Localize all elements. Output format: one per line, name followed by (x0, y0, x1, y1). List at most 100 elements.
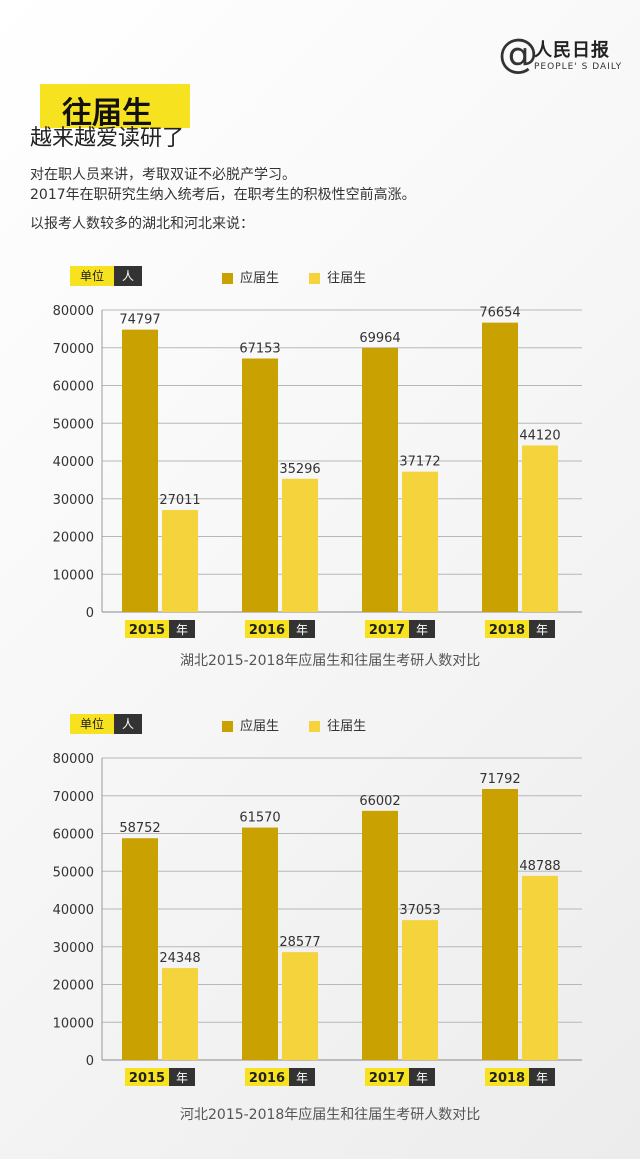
x-tick-label: 2017 (369, 1071, 405, 1086)
bar-prior-2017 (402, 920, 438, 1060)
unit-label-value: 人 (114, 266, 142, 286)
bar-prior-2018 (522, 445, 558, 612)
bar-fresh-2018 (482, 322, 518, 612)
x-tick-suffix: 年 (536, 623, 548, 637)
legend-label-prior: 往届生 (327, 271, 367, 286)
x-tick-badge (485, 1068, 529, 1086)
data-label: 28577 (279, 935, 320, 950)
bar-prior-2016 (282, 478, 318, 612)
legend-label-fresh: 应届生 (240, 271, 280, 286)
logo-at-symbol: @ (498, 31, 538, 77)
x-tick-suffix-badge (169, 620, 195, 638)
data-label: 37053 (399, 903, 440, 918)
y-tick-label: 0 (86, 1054, 94, 1069)
y-tick-label: 50000 (53, 417, 94, 432)
chart-plot: 0 10000 20000 30000 40000 50000 60000 70000 8000… (53, 752, 582, 1086)
x-tick-label: 2018 (489, 623, 525, 638)
data-label: 61570 (239, 811, 280, 826)
data-label: 74797 (119, 313, 160, 328)
x-tick-badge (125, 1068, 169, 1086)
y-tick-label: 30000 (53, 493, 94, 508)
bar-fresh-2015 (122, 329, 158, 612)
x-tick-suffix-badge (289, 620, 315, 638)
y-tick-label: 30000 (53, 941, 94, 956)
x-tick-suffix: 年 (416, 1071, 428, 1085)
legend-swatch-fresh (222, 721, 233, 732)
legend-swatch-fresh (222, 273, 233, 284)
chart-hubei: 单位 人 应届生 往届生 0 10000 20000 30000 40000 50000 6… (0, 262, 640, 682)
unit-label-text: 单位 (70, 714, 114, 734)
x-tick-suffix-badge (289, 1068, 315, 1086)
x-tick-badge (245, 1068, 289, 1086)
legend-label-fresh: 应届生 (240, 719, 280, 734)
title-badge: 往届生 (40, 84, 190, 131)
intro-line-1: 对在职人员来讲，考取双证不必脱产学习。 (30, 167, 296, 183)
bar-prior-2015 (162, 510, 198, 612)
y-tick-label: 10000 (53, 1016, 94, 1031)
bar-fresh-2017 (362, 810, 398, 1060)
x-tick-suffix: 年 (536, 1071, 548, 1085)
page-title: 往届生 (62, 96, 152, 131)
x-tick-label: 2017 (369, 623, 405, 638)
x-tick-suffix-badge (529, 1068, 555, 1086)
y-tick-label: 20000 (53, 531, 94, 546)
data-label: 24348 (159, 951, 200, 966)
x-tick-badge (485, 620, 529, 638)
y-tick-label: 10000 (53, 568, 94, 583)
x-tick-label: 2016 (249, 1071, 285, 1086)
y-tick-label: 20000 (53, 979, 94, 994)
data-label: 67153 (239, 341, 280, 356)
unit-label-text: 单位 (70, 266, 114, 286)
legend: 应届生 往届生 (222, 715, 392, 734)
page-subtitle: 越来越爱读研了 (30, 126, 185, 151)
y-tick-label: 40000 (53, 455, 94, 470)
bar-prior-2017 (402, 471, 438, 612)
y-tick-label: 60000 (53, 380, 94, 395)
data-label: 35296 (279, 462, 320, 477)
bar-fresh-2017 (362, 347, 398, 612)
logo-name-cn: 人民日报 (534, 40, 610, 61)
bar-prior-2015 (162, 968, 198, 1060)
x-tick-label: 2015 (129, 623, 165, 638)
chart-title: 湖北2015-2018年应届生和往届生考研人数对比 (180, 653, 481, 669)
logo-name-en: PEOPLE' S DAILY (534, 62, 623, 72)
x-tick-suffix-badge (169, 1068, 195, 1086)
bar-fresh-2015 (122, 838, 158, 1060)
y-tick-label: 50000 (53, 865, 94, 880)
bar-fresh-2016 (242, 358, 278, 612)
bar-fresh-2018 (482, 788, 518, 1060)
x-tick-suffix-badge (529, 620, 555, 638)
x-tick-suffix-badge (409, 620, 435, 638)
x-tick-badge (125, 620, 169, 638)
x-tick-suffix: 年 (296, 1071, 308, 1085)
data-label: 48788 (519, 859, 560, 874)
y-tick-label: 80000 (53, 304, 94, 319)
x-tick-suffix: 年 (176, 1071, 188, 1085)
data-label: 27011 (159, 493, 200, 508)
x-tick-label: 2018 (489, 1071, 525, 1086)
data-label: 71792 (479, 772, 520, 787)
y-tick-label: 60000 (53, 828, 94, 843)
legend-swatch-prior (309, 273, 321, 284)
x-tick-label: 2015 (129, 1071, 165, 1086)
y-tick-label: 70000 (53, 790, 94, 805)
y-tick-label: 70000 (53, 342, 94, 357)
x-tick-suffix: 年 (176, 623, 188, 637)
data-label: 76654 (479, 306, 520, 321)
data-label: 69964 (359, 331, 400, 346)
x-tick-label: 2016 (249, 623, 285, 638)
y-tick-label: 0 (86, 606, 94, 621)
x-tick-badge (365, 620, 409, 638)
legend-item-prior: 往届生 (309, 267, 366, 286)
data-label: 66002 (359, 794, 400, 809)
bar-prior-2016 (282, 952, 318, 1060)
chart-title: 河北2015-2018年应届生和往届生考研人数对比 (180, 1107, 481, 1123)
chart-plot: 0 10000 20000 30000 40000 50000 60000 70000 8000… (53, 304, 582, 638)
logo: @ 人民日报 PEOPLE' S DAILY (498, 32, 628, 82)
y-tick-label: 40000 (53, 903, 94, 918)
chart-hebei: 单位 人 应届生 往届生 0 10000 20000 30000 40000 50000 6… (0, 710, 640, 1130)
x-tick-suffix: 年 (416, 623, 428, 637)
unit-label-value: 人 (114, 714, 142, 734)
data-label: 58752 (119, 821, 160, 836)
y-tick-label: 80000 (53, 752, 94, 767)
